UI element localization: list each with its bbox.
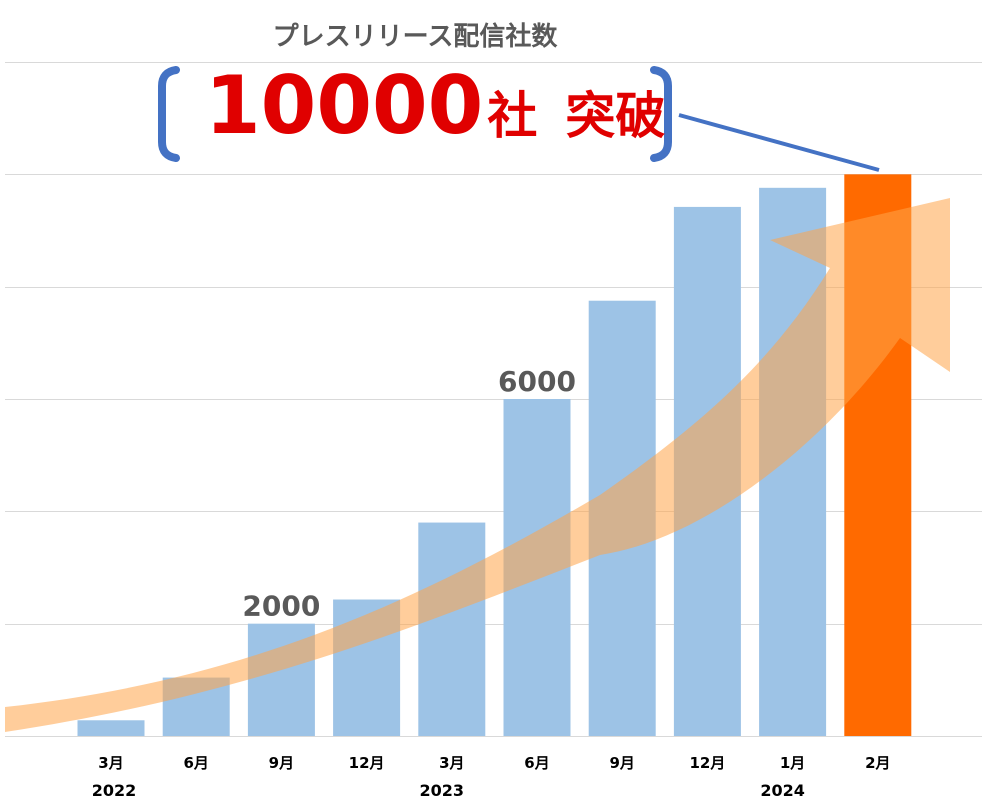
trend-arrow [5, 198, 950, 732]
trend-arrow-shape [5, 198, 950, 732]
gridlines [5, 62, 982, 737]
chart-title: プレスリリース配信社数 [273, 21, 559, 52]
data-labels: 2000 6000 [242, 365, 576, 623]
year-label-1: 2023 [420, 781, 465, 800]
x-tick-label-7: 12月 [689, 754, 725, 772]
headline-text: 10000社 突破 [205, 59, 665, 152]
headline-number: 10000 [205, 59, 483, 152]
headline-callout: 10000社 突破 [158, 59, 880, 172]
x-tick-label-0: 3月 [98, 754, 123, 772]
x-tick-label-3: 12月 [349, 754, 385, 772]
x-tick-label-2: 9月 [269, 754, 294, 772]
bar-4 [418, 522, 486, 736]
right-bracket [650, 66, 672, 162]
year-label-2: 2024 [760, 781, 805, 800]
x-tick-label-5: 6月 [524, 754, 549, 772]
callout-connector-line [678, 113, 880, 172]
x-tick-label-8: 1月 [780, 754, 805, 772]
data-label-0: 2000 [242, 590, 320, 623]
left-bracket [158, 66, 180, 162]
bar-0 [77, 720, 145, 736]
x-axis: 3月 6月 9月 12月 3月 6月 9月 12月 1月 2月 2022 2023 2024 [92, 754, 891, 800]
year-label-0: 2022 [92, 781, 137, 800]
x-tick-label-4: 3月 [439, 754, 464, 772]
headline-unit: 社 [487, 87, 537, 145]
headline-word: 突破 [565, 87, 665, 145]
x-tick-label-9: 2月 [865, 754, 890, 772]
x-tick-label-1: 6月 [183, 754, 208, 772]
x-tick-label-6: 9月 [609, 754, 634, 772]
data-label-1: 6000 [498, 365, 576, 398]
